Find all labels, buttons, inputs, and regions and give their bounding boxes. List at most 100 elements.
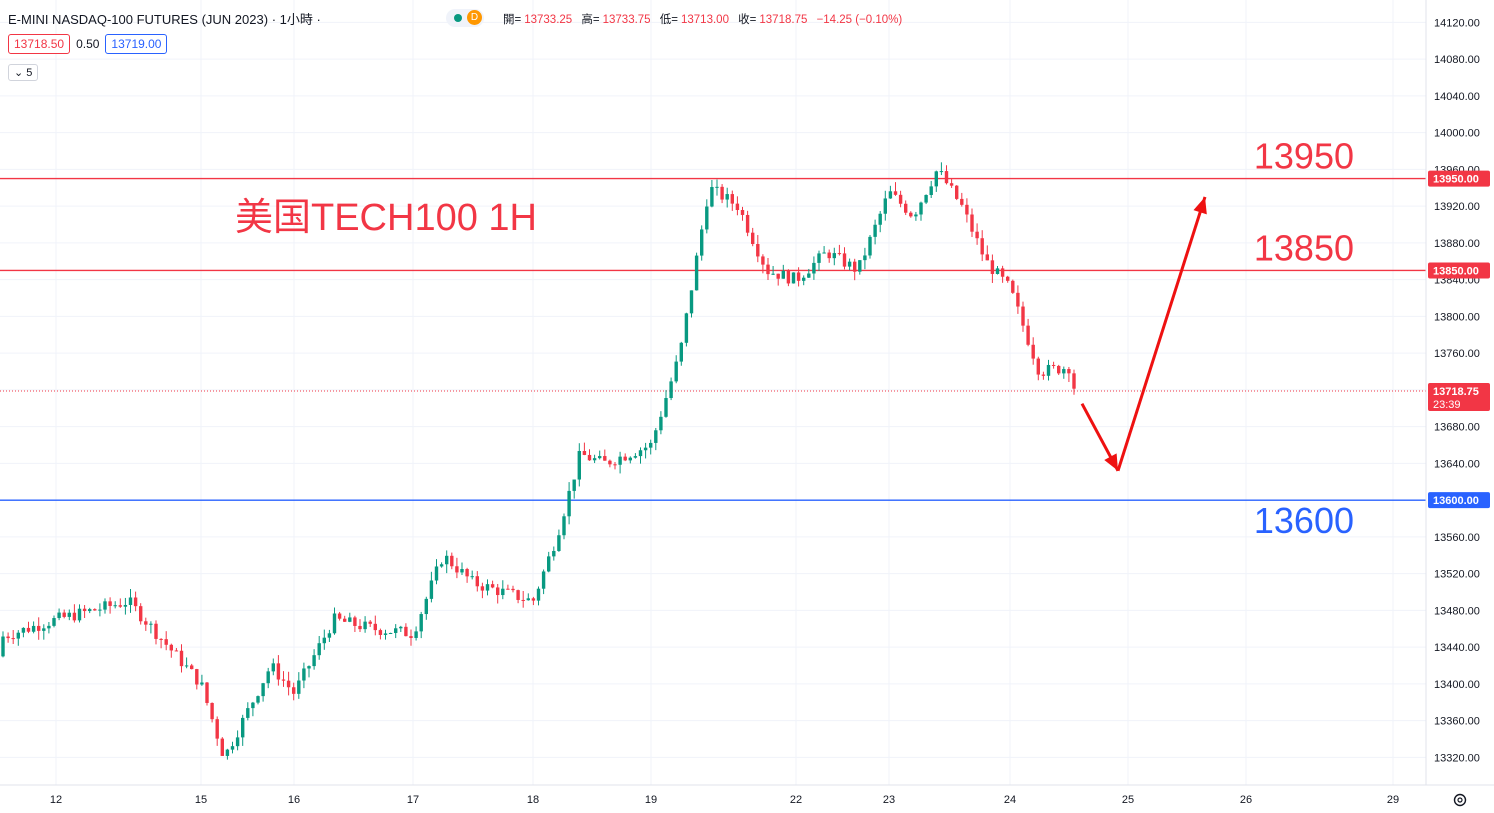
interval-label[interactable]: 1小時 (279, 12, 313, 27)
candle-body (52, 618, 56, 626)
candle-body (179, 650, 184, 667)
candle-body (358, 625, 362, 630)
market-status-indicator[interactable]: D (446, 9, 484, 27)
candle-body (955, 185, 959, 199)
symbol-header[interactable]: E-MINI NASDAQ-100 FUTURES (JUN 2023) · 1… (8, 9, 321, 28)
candle-body (608, 460, 612, 465)
y-tick-label: 13640.00 (1434, 458, 1480, 470)
candle-body (210, 702, 214, 720)
candle-body (541, 571, 546, 589)
candle-body (878, 213, 882, 225)
candle-body (327, 633, 332, 638)
candle-body (93, 609, 97, 611)
candle-body (164, 639, 168, 645)
spread-value: 0.50 (76, 37, 100, 51)
candle-body (822, 252, 826, 254)
candle-body (837, 253, 842, 255)
y-tick-label: 14000.00 (1434, 128, 1480, 140)
candle-body (230, 746, 235, 750)
candle-body (521, 599, 525, 601)
level-price-tag: 13850.00 (1433, 265, 1479, 277)
level-label: 13600 (1254, 500, 1354, 541)
candle-body (343, 618, 347, 622)
forecast-arrow (1080, 196, 1207, 472)
buy-price-button[interactable]: 13719.00 (105, 34, 168, 54)
y-tick-label: 13560.00 (1434, 532, 1480, 544)
horizontal-levels: 13950 13850 13600 (0, 136, 1426, 541)
data-source-badge: D (467, 10, 482, 25)
candle-body (669, 381, 673, 399)
candle-body (37, 625, 41, 631)
y-tick-label: 14080.00 (1434, 54, 1480, 66)
candle-body (1036, 358, 1040, 375)
candle-body (547, 556, 551, 572)
candle-body (113, 605, 117, 607)
x-tick-label: 18 (527, 794, 539, 806)
candle-body (445, 555, 449, 565)
candle-body (424, 598, 428, 615)
candle-body (139, 606, 143, 622)
candle-body (633, 456, 638, 458)
candle-body (613, 464, 617, 466)
candle-body (235, 737, 240, 747)
candle-body (404, 626, 408, 637)
candle-body (664, 398, 668, 417)
candle-body (286, 680, 291, 688)
candle-body (47, 625, 51, 629)
candle-body (949, 183, 954, 186)
level-label: 13950 (1254, 136, 1354, 177)
candlestick-series (1, 162, 1076, 760)
candle-body (378, 630, 383, 635)
candle-body (761, 256, 765, 265)
candle-body (1041, 374, 1046, 376)
candle-body (1000, 268, 1005, 277)
open-label: 開= (503, 14, 522, 26)
candle-body (1051, 364, 1056, 366)
candle-body (649, 442, 653, 448)
candle-body (1046, 364, 1051, 376)
settings-gear-icon[interactable] (1453, 793, 1467, 807)
candle-body (388, 632, 393, 634)
countdown-label: 23:39 (1433, 399, 1461, 411)
sell-price-button[interactable]: 13718.50 (8, 34, 71, 54)
candle-body (842, 253, 847, 267)
candle-body (929, 186, 933, 195)
candle-body (429, 580, 434, 599)
candle-body (399, 626, 403, 629)
ohlc-readout: 開= 13733.25 高= 13733.75 低= 13713.00 收= 13718… (503, 11, 908, 27)
candle-body (21, 627, 26, 633)
candle-body (31, 625, 36, 632)
candle-body (965, 204, 969, 215)
close-value: 13718.75 (759, 14, 808, 26)
candle-body (960, 198, 964, 205)
candle-body (853, 261, 857, 272)
candle-body (679, 342, 683, 362)
x-tick-label: 12 (50, 794, 62, 806)
low-label: 低= (659, 14, 678, 26)
level-price-tag-bg (1428, 492, 1490, 509)
candle-body (496, 587, 500, 596)
candle-body (98, 609, 102, 611)
candle-body (710, 187, 714, 207)
candle-body (506, 588, 510, 590)
candle-body (394, 628, 398, 633)
candle-body (694, 255, 699, 291)
candle-body (700, 229, 704, 256)
candle-body (919, 202, 923, 215)
candle-body (149, 623, 153, 625)
candle-body (475, 576, 479, 587)
candle-body (251, 702, 255, 709)
price-axis: 14120.0014080.0014040.0014000.0013960.00… (1425, 0, 1494, 813)
candle-body (863, 255, 867, 261)
y-tick-label: 13880.00 (1434, 238, 1480, 250)
candle-body (577, 451, 581, 480)
y-tick-label: 13800.00 (1434, 311, 1480, 323)
indicators-toggle[interactable]: ⌄ 5 (8, 64, 39, 81)
candle-body (1021, 306, 1025, 326)
candle-body (195, 669, 199, 685)
candle-body (904, 203, 908, 213)
y-tick-label: 13360.00 (1434, 716, 1480, 728)
candle-body (271, 663, 275, 672)
candle-body (241, 717, 245, 738)
